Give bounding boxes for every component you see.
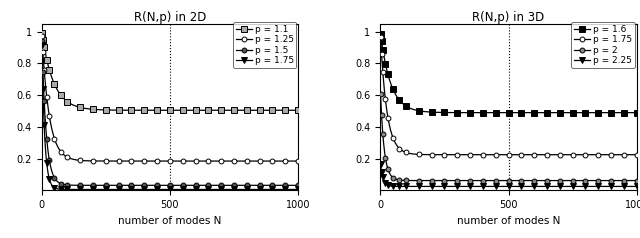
Legend: p = 1.6, p = 1.75, p = 2, p = 2.25: p = 1.6, p = 1.75, p = 2, p = 2.25 (572, 22, 635, 68)
Title: R(N,p) in 2D: R(N,p) in 2D (134, 11, 206, 24)
X-axis label: number of modes N: number of modes N (118, 216, 221, 226)
Legend: p = 1.1, p = 1.25, p = 1.5, p = 1.75: p = 1.1, p = 1.25, p = 1.5, p = 1.75 (233, 22, 296, 68)
X-axis label: number of modes N: number of modes N (457, 216, 560, 226)
Title: R(N,p) in 3D: R(N,p) in 3D (472, 11, 545, 24)
